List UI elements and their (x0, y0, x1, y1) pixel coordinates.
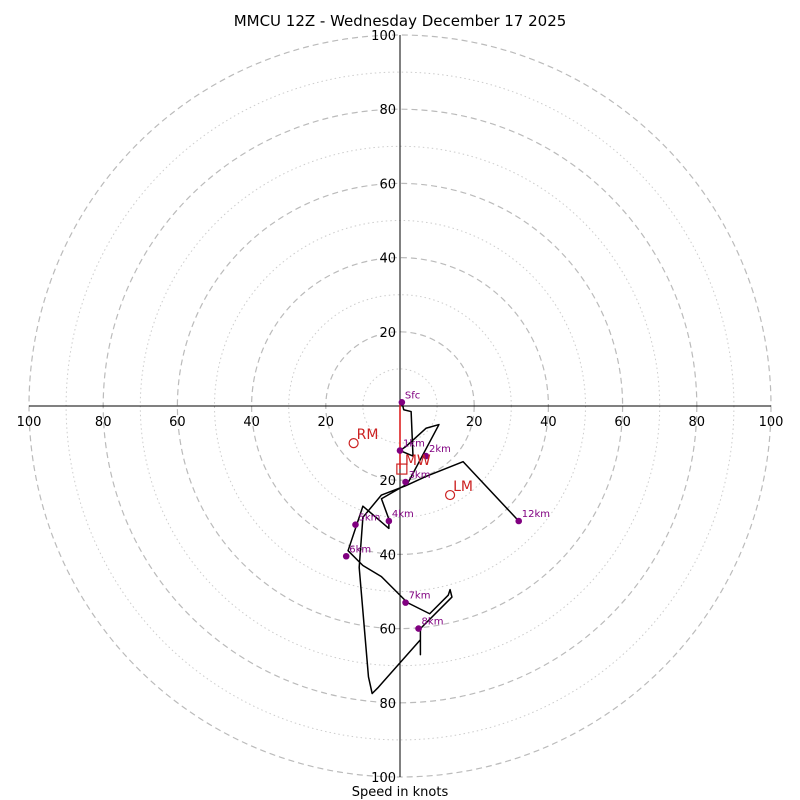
x-tick-label: 20 (318, 415, 335, 430)
height-label-3km: 3km (409, 470, 431, 481)
x-tick-label: 60 (614, 415, 631, 430)
y-tick-label: 100 (371, 29, 396, 44)
height-label-1km: 1km (403, 439, 425, 450)
height-marker-6km (342, 552, 350, 560)
x-tick-label: 80 (95, 415, 112, 430)
height-marker-Sfc (398, 398, 406, 406)
x-axis-label: Speed in knots (352, 785, 449, 800)
y-tick-label: 20 (379, 474, 396, 489)
y-tick-label: 20 (379, 326, 396, 341)
storm-marker-RM (348, 438, 359, 449)
y-tick-label: 80 (379, 697, 396, 712)
x-tick-label: 20 (466, 415, 483, 430)
height-label-12km: 12km (522, 509, 550, 520)
height-marker-5km (352, 521, 359, 529)
x-tick-label: 60 (169, 415, 186, 430)
height-label-4km: 4km (392, 509, 414, 520)
y-tick-label: 60 (379, 177, 396, 192)
storm-marker-MW (396, 463, 408, 475)
hodograph-line (347, 402, 520, 695)
height-label-2km: 2km (429, 444, 451, 455)
storm-label-MW: MW (405, 453, 431, 469)
y-tick-label: 40 (379, 548, 396, 563)
height-marker-2km (422, 452, 430, 460)
storm-motion-markers: RM LM MW (348, 427, 473, 501)
height-marker-7km (402, 599, 409, 606)
x-tick-label: 40 (540, 415, 557, 430)
y-tick-label: 40 (379, 252, 396, 267)
height-marker-4km (385, 517, 393, 525)
storm-marker-LM (444, 489, 456, 501)
height-label-7km: 7km (409, 591, 431, 602)
height-marker-12km (515, 517, 523, 525)
x-tick-label: 100 (759, 415, 784, 430)
x-tick-label: 80 (689, 415, 706, 430)
height-marker-8km (415, 625, 422, 632)
y-tick-label: 100 (371, 771, 396, 786)
height-markers: Sfc 1km 2km 3km 4km 5km 6km 7km 8km 12km (342, 390, 550, 632)
storm-label-LM: LM (453, 479, 473, 495)
x-tick-label: 40 (243, 415, 260, 430)
height-marker-3km (402, 478, 409, 486)
y-tick-label: 60 (379, 623, 396, 638)
height-label-5km: 5km (358, 513, 380, 524)
x-tick-label: 100 (17, 415, 42, 430)
height-marker-1km (396, 447, 404, 454)
tick-labels: 100 80 60 40 20 20 40 60 80 100 100 80 60 40 20 20 40 60 8… (17, 29, 784, 786)
height-label-6km: 6km (349, 544, 371, 555)
y-tick-label: 80 (379, 103, 396, 118)
height-label-Sfc: Sfc (405, 390, 420, 401)
chart-title: MMCU 12Z - Wednesday December 17 2025 (234, 12, 567, 30)
hodograph-trace (347, 402, 520, 695)
storm-label-RM: RM (357, 427, 379, 443)
height-label-8km: 8km (422, 617, 444, 628)
